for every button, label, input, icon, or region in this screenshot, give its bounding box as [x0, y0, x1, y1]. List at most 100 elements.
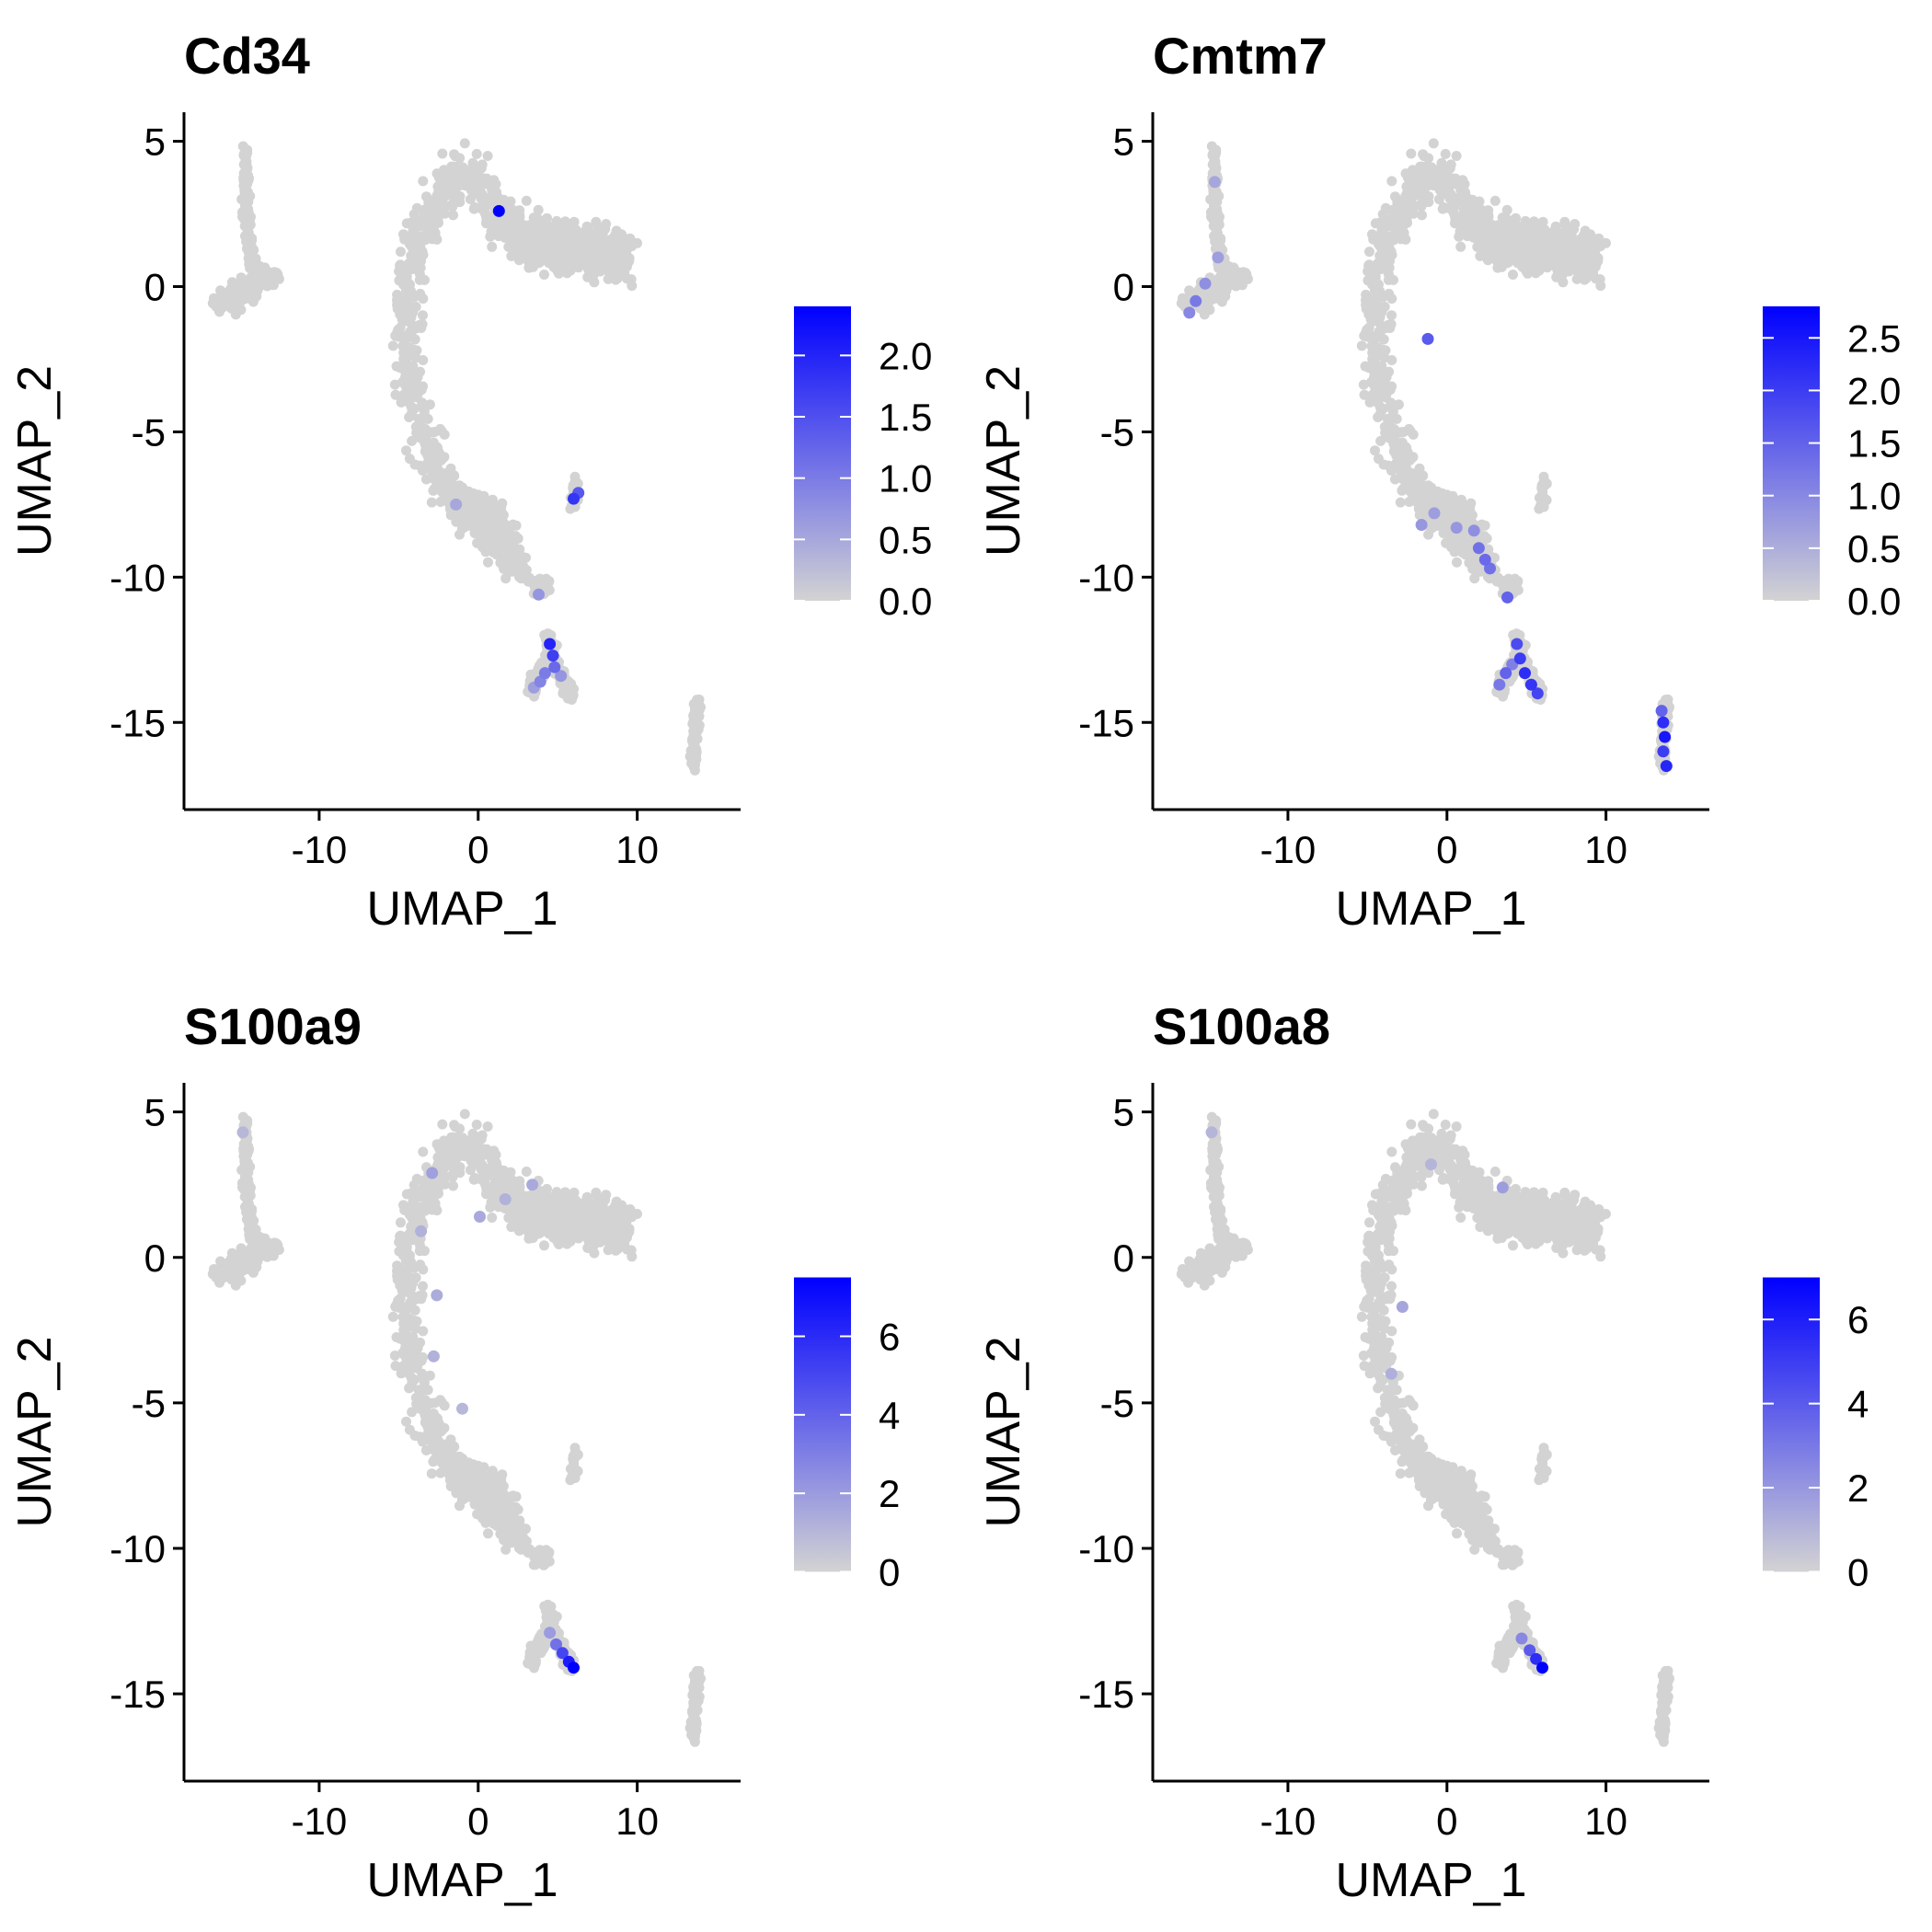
cell-point	[482, 151, 493, 161]
cell-point	[476, 193, 487, 204]
cell-point	[412, 203, 423, 214]
cell-point	[445, 463, 456, 474]
cell-point	[445, 164, 456, 175]
cell-point	[241, 191, 252, 202]
cell-point	[241, 1162, 252, 1173]
panel-title: Cmtm7	[1153, 27, 1328, 85]
cell-point	[229, 1263, 240, 1274]
cell-point	[408, 292, 420, 303]
cell-point	[607, 270, 618, 281]
cell-point	[1386, 293, 1397, 305]
cell-point	[214, 306, 225, 317]
cell-points	[207, 138, 706, 776]
x-tick-label: -10	[292, 828, 348, 871]
cell-point	[273, 273, 284, 284]
cell-point	[1406, 148, 1417, 159]
cell-point	[500, 573, 512, 584]
cell-point	[1396, 427, 1407, 438]
cell-point	[1471, 220, 1481, 231]
cell-point	[1372, 280, 1383, 291]
colorbar-label: 0.5	[1847, 527, 1901, 570]
cell-point	[448, 210, 458, 221]
cell-point	[1588, 241, 1599, 252]
cell-point	[495, 558, 506, 569]
cell-point	[1373, 397, 1384, 408]
expressing-points	[450, 204, 585, 694]
cell-point	[589, 277, 600, 288]
cell-point	[450, 151, 461, 162]
colorbar-label: 1.5	[1847, 422, 1901, 466]
cell-point	[458, 513, 469, 524]
cell-point	[242, 147, 253, 158]
cell-point	[273, 1245, 284, 1255]
cell-point	[395, 322, 406, 333]
cell-point	[395, 260, 406, 271]
cell-point	[1535, 261, 1546, 272]
cell-point	[243, 1215, 254, 1226]
cell-point	[1465, 206, 1476, 217]
cell-point	[1361, 289, 1372, 300]
cell-point	[229, 292, 240, 303]
cell-point	[533, 214, 544, 224]
x-tick-label: 10	[1584, 828, 1627, 871]
cell-point	[420, 204, 431, 215]
cell-point	[248, 1252, 259, 1263]
cell-point	[1516, 239, 1527, 250]
cell-point	[417, 318, 428, 329]
cell-point	[1591, 273, 1602, 284]
cell-point	[459, 138, 470, 149]
cell-point	[240, 174, 251, 185]
y-axis-title: UMAP_2	[977, 365, 1030, 557]
colorbar-legend: 2.01.51.00.50.0	[794, 306, 932, 623]
expressing-point	[1511, 638, 1524, 650]
cell-point	[405, 410, 416, 421]
panel-cmtm7: Cmtm7-10 0 1050-5-10-15UMAP_1UMAP_22.52.01…	[977, 27, 1901, 936]
cell-point	[562, 693, 573, 704]
cell-point	[1540, 229, 1551, 240]
cell-point	[1356, 340, 1367, 351]
y-tick-label: 5	[1113, 121, 1134, 164]
cell-point	[406, 231, 417, 242]
expressing-point	[1183, 306, 1196, 319]
cell-point	[253, 265, 264, 276]
cell-point	[1405, 173, 1416, 184]
cell-point	[1529, 247, 1540, 258]
cell-point	[502, 521, 513, 532]
expressing-point	[1450, 522, 1463, 535]
cell-point	[418, 310, 428, 321]
cell-point	[1402, 207, 1413, 218]
cell-point	[1375, 435, 1386, 446]
expressing-point	[1501, 591, 1513, 604]
cell-point	[690, 746, 701, 757]
cell-point	[1370, 387, 1381, 397]
cell-point	[689, 724, 700, 735]
cell-points	[1176, 138, 1674, 776]
cell-point	[1535, 500, 1546, 512]
cell-point	[420, 274, 430, 285]
cell-point	[1405, 426, 1416, 437]
cell-point	[1489, 195, 1501, 206]
cell-point	[494, 531, 505, 542]
cell-point	[468, 501, 479, 512]
cell-point	[1433, 194, 1444, 205]
expressing-point	[1519, 667, 1531, 680]
cell-point	[1441, 164, 1452, 175]
x-tick-label: 10	[615, 828, 659, 871]
cell-point	[1440, 148, 1451, 159]
cell-point	[1406, 468, 1417, 479]
cell-point	[404, 397, 415, 408]
cell-point	[449, 485, 460, 496]
colorbar-label: 1.5	[879, 396, 932, 439]
panel-title: Cd34	[184, 27, 310, 85]
cell-point	[1400, 199, 1411, 209]
cell-point	[1440, 179, 1451, 190]
expressing-point	[568, 492, 580, 505]
cell-point	[403, 304, 414, 315]
expressing-point	[1467, 524, 1480, 537]
cell-point	[524, 227, 535, 238]
cell-point	[559, 216, 570, 227]
cell-point	[427, 427, 438, 438]
cell-point	[547, 239, 558, 250]
cell-point	[1566, 230, 1577, 241]
cell-point	[1577, 259, 1588, 270]
